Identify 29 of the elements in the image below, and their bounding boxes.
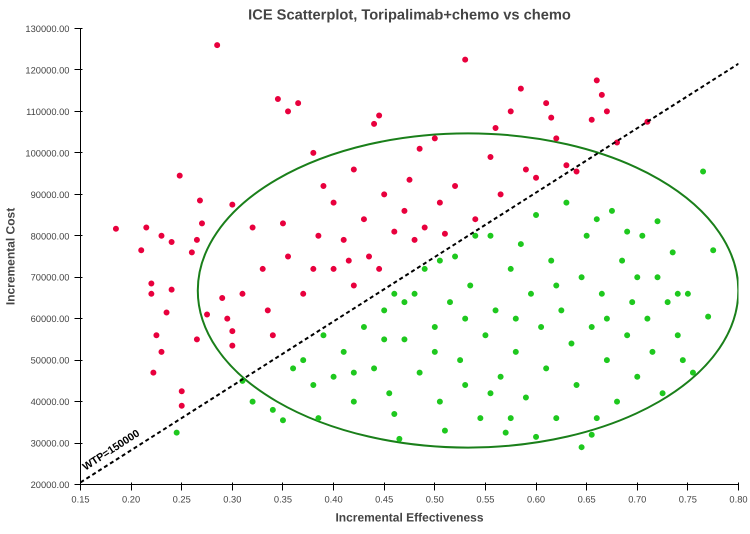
x-tick-label: 0.55 [476, 494, 494, 504]
y-tick-label: 40000.00 [30, 397, 70, 408]
y-axis-title: Incremental Cost [3, 208, 18, 306]
chart-title: ICE Scatterplot, Toripalimab+chemo vs chemo [248, 8, 571, 24]
x-tick-label: 0.50 [426, 494, 444, 504]
y-tick-label: 70000.00 [30, 272, 70, 283]
x-tick-label: 0.20 [122, 494, 140, 504]
x-tick-label: 0.40 [324, 494, 343, 504]
y-tick-label: 130000.00 [25, 24, 70, 34]
x-tick-label: 0.15 [71, 494, 90, 504]
x-tick-label: 0.35 [274, 494, 292, 504]
x-tick-label: 0.75 [678, 494, 697, 504]
y-tick-label: 80000.00 [30, 231, 70, 242]
y-tick-label: 90000.00 [30, 190, 70, 200]
x-tick-label: 0.25 [172, 494, 191, 504]
x-tick-label: 0.70 [628, 494, 646, 504]
y-tick-label: 50000.00 [30, 356, 70, 366]
x-tick-label: 0.60 [526, 494, 546, 504]
y-tick-label: 100000.00 [25, 148, 70, 158]
y-tick-label: 120000.00 [25, 65, 70, 76]
y-tick-label: 30000.00 [30, 438, 70, 449]
x-tick-label: 0.80 [729, 494, 748, 504]
y-tick-label: 110000.00 [26, 106, 70, 117]
y-tick-label: 60000.00 [30, 314, 70, 324]
y-tick-label: 20000.00 [30, 480, 70, 490]
x-axis-title: Incremental Effectiveness [335, 510, 484, 524]
x-tick-label: 0.65 [578, 494, 596, 504]
x-tick-label: 0.30 [223, 494, 242, 504]
x-tick-label: 0.45 [375, 494, 394, 504]
